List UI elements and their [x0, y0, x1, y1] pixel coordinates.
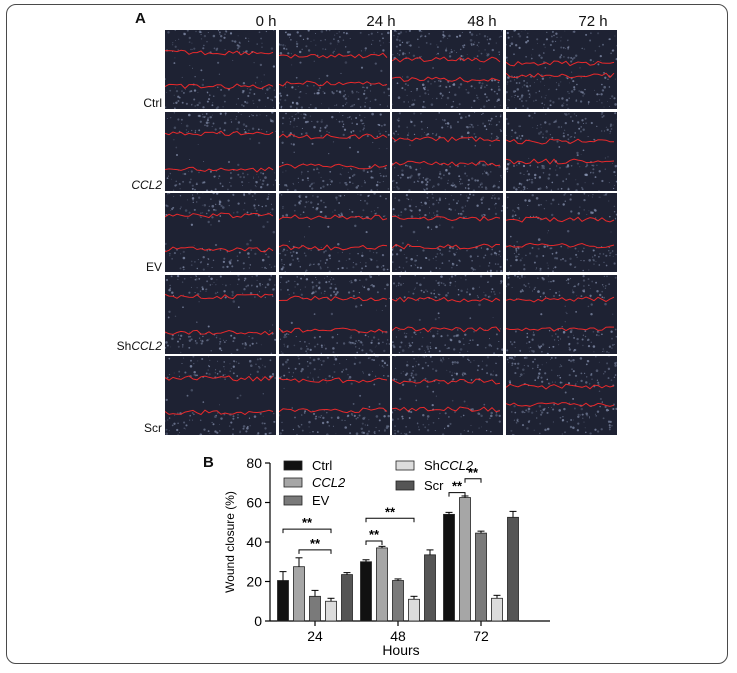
significance-bracket — [282, 528, 332, 534]
row-label-shccl2-prefix: Sh — [116, 339, 132, 353]
y-tick-label: 40 — [246, 534, 262, 550]
bar-shccl2-48 — [408, 598, 420, 622]
bar-ccl2-24 — [293, 566, 305, 622]
legend-label-scr: Scr — [424, 478, 444, 493]
row-label-ccl2: CCL2 — [131, 178, 162, 192]
legend-swatch-ev — [283, 495, 303, 506]
wound-image-ctrl-0 — [165, 30, 276, 109]
wound-image-ev-2 — [392, 193, 504, 273]
row-label-shccl2: ShCCL2 — [108, 339, 162, 353]
bar-scr-24 — [341, 574, 353, 622]
significance-bracket — [365, 517, 415, 523]
wound-image-scr-0 — [165, 356, 276, 436]
time-label-48h: 48 h — [467, 13, 497, 30]
panel-b-letter: B — [203, 454, 214, 471]
time-label-72h: 72 h — [578, 13, 608, 30]
wound-image-grid — [165, 30, 617, 436]
legend-label-ev: EV — [312, 493, 330, 508]
significance-bracket — [464, 478, 482, 483]
wound-image-ctrl-2 — [392, 30, 504, 109]
time-label-0h: 0 h — [255, 13, 277, 30]
figure-frame — [6, 4, 728, 664]
wound-image-ev-1 — [278, 193, 390, 273]
row-label-ev: EV — [145, 260, 162, 274]
significance-label: ** — [452, 479, 463, 494]
significance-label: ** — [468, 465, 479, 480]
legend-swatch-shccl2 — [395, 460, 415, 471]
row-label-ctrl: Ctrl — [143, 96, 162, 110]
wound-image-ccl2-1 — [278, 111, 390, 191]
legend-swatch-ctrl — [283, 460, 303, 471]
x-tick-label-24: 24 — [307, 628, 323, 644]
significance-bracket — [448, 492, 466, 497]
wound-image-ccl2-3 — [505, 111, 617, 191]
wound-image-scr-2 — [392, 356, 504, 436]
x-axis-label: Hours — [382, 642, 419, 658]
bar-ev-72 — [475, 532, 487, 622]
wound-image-ev-0 — [165, 193, 276, 273]
legend-label-ccl2: CCL2 — [312, 475, 346, 490]
bar-ev-24 — [309, 595, 321, 622]
x-tick-label-72: 72 — [473, 628, 489, 644]
significance-bracket — [298, 549, 332, 554]
y-tick-label: 20 — [246, 574, 262, 590]
bar-scr-48 — [424, 554, 436, 622]
bar-scr-72 — [507, 516, 519, 622]
bar-shccl2-24 — [325, 600, 337, 622]
wound-image-ctrl-3 — [505, 30, 617, 109]
panel-a-letter: A — [135, 10, 146, 27]
wound-image-shccl2-0 — [165, 274, 276, 354]
bar-ev-48 — [392, 580, 404, 622]
y-axis-label: Wound closure (%) — [223, 491, 237, 593]
significance-label: ** — [310, 536, 321, 551]
wound-image-ev-3 — [505, 193, 617, 273]
y-tick-label: 80 — [246, 455, 262, 471]
significance-label: ** — [369, 527, 380, 542]
x-tick-label-48: 48 — [390, 628, 406, 644]
bar-ccl2-72 — [459, 497, 471, 622]
row-label-scr: Scr — [144, 421, 162, 435]
time-label-24h: 24 h — [366, 13, 396, 30]
wound-image-scr-3 — [505, 356, 617, 436]
wound-image-ctrl-1 — [278, 30, 390, 109]
y-tick-label: 0 — [254, 613, 262, 629]
row-label-shccl2-gene: CCL2 — [131, 339, 162, 353]
wound-image-scr-1 — [278, 356, 390, 436]
bar-ctrl-24 — [277, 580, 289, 622]
wound-image-shccl2-2 — [392, 274, 504, 354]
bar-shccl2-72 — [491, 597, 503, 622]
significance-bracket — [365, 540, 383, 546]
legend-swatch-scr — [395, 480, 415, 491]
significance-label: ** — [302, 515, 313, 530]
bar-ctrl-48 — [360, 561, 372, 622]
wound-image-shccl2-3 — [505, 274, 617, 354]
legend-swatch-ccl2 — [283, 477, 303, 488]
wound-image-ccl2-2 — [392, 111, 504, 191]
y-tick-label: 60 — [246, 495, 262, 511]
bar-ccl2-48 — [376, 547, 388, 622]
wound-image-shccl2-1 — [278, 274, 390, 354]
legend-label-ctrl: Ctrl — [312, 458, 332, 473]
legend-label-shccl2: ShCCL2 — [424, 458, 474, 473]
wound-image-ccl2-0 — [165, 111, 276, 191]
bar-ctrl-72 — [443, 513, 455, 622]
significance-label: ** — [385, 504, 396, 519]
